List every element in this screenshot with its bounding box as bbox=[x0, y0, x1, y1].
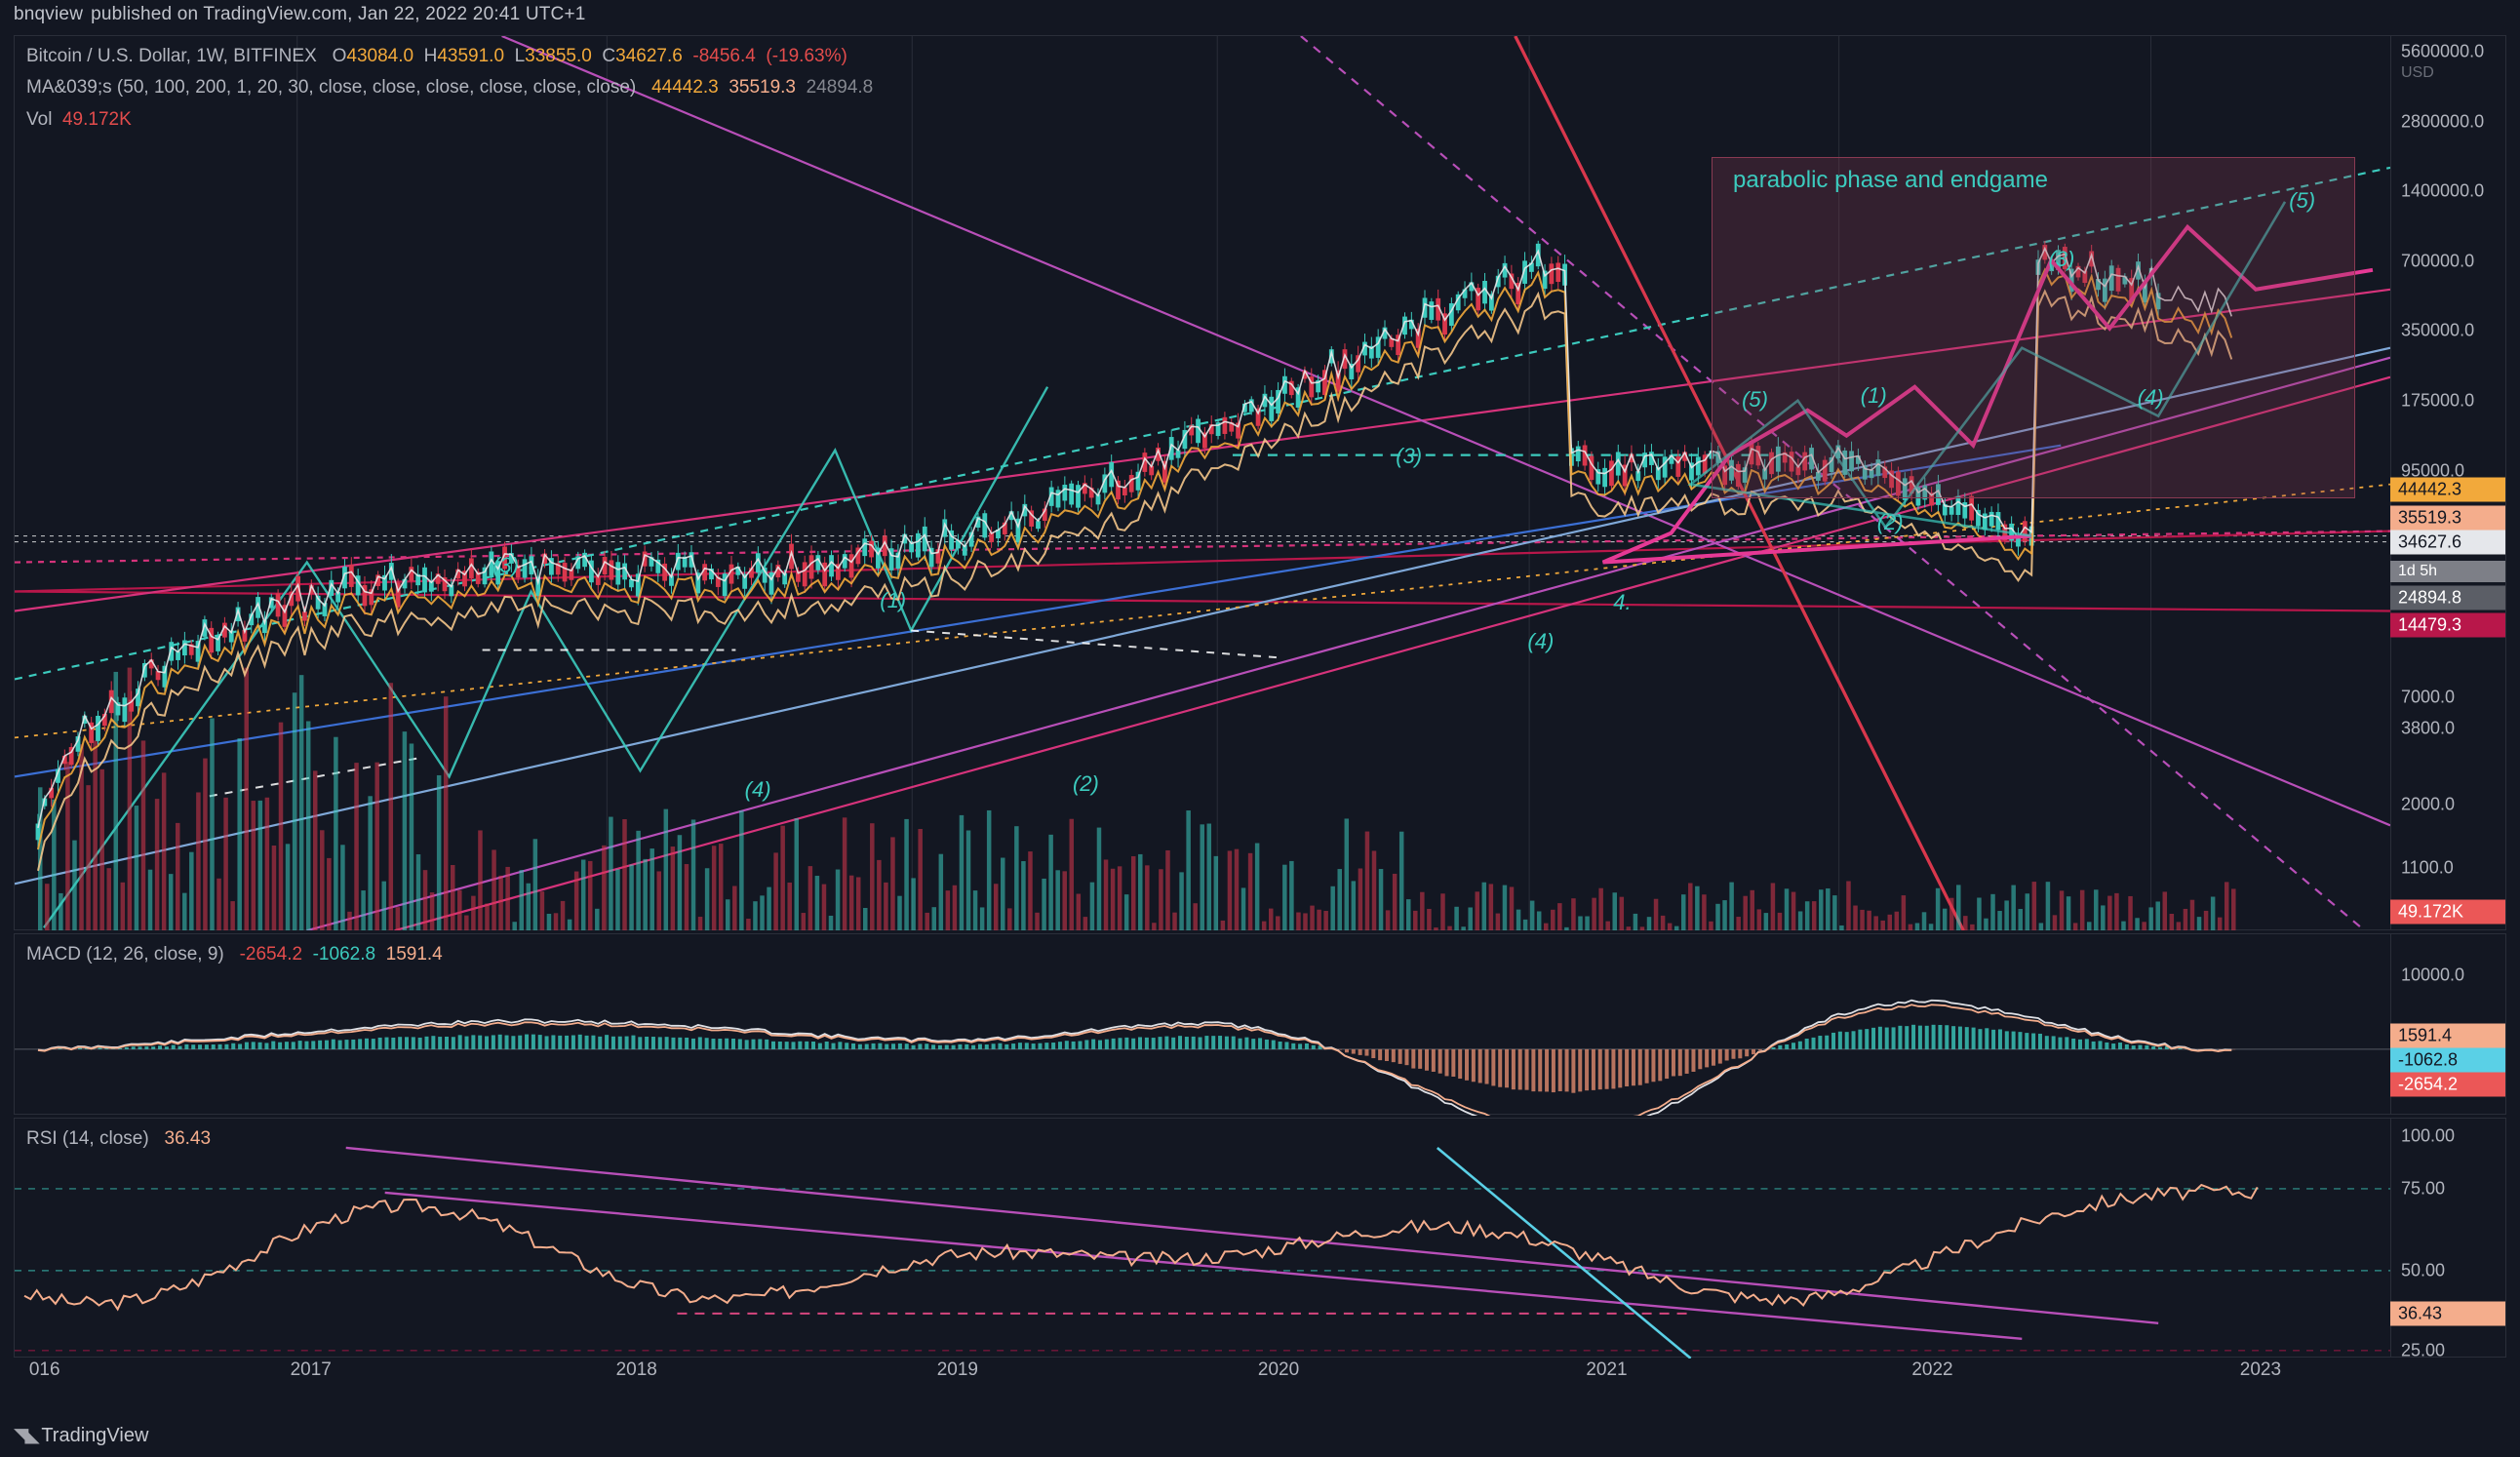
rsi-yaxis[interactable]: 100.0075.0050.0025.0036.43 bbox=[2390, 1119, 2505, 1357]
tradingview-logo: TradingView bbox=[14, 1423, 148, 1447]
time-axis[interactable]: 01620172018201920202021202220232024202 bbox=[14, 1359, 2506, 1400]
macd-panel: 10000.01591.4-1062.8-2654.2 MACD (12, 26… bbox=[14, 933, 2506, 1115]
price-panel: parabolic phase and endgame (3)(4)(1)(2)… bbox=[14, 35, 2506, 930]
rsi-panel: 100.0075.0050.0025.0036.43 RSI (14, clos… bbox=[14, 1118, 2506, 1358]
parabolic-box bbox=[1712, 157, 2355, 498]
macd-yaxis[interactable]: 10000.01591.4-1062.8-2654.2 bbox=[2390, 934, 2505, 1114]
macd-legend: MACD (12, 26, close, 9) -2654.2 -1062.8 … bbox=[26, 940, 443, 969]
publish-line: bnqviewpublished on TradingView.com, Jan… bbox=[14, 4, 594, 25]
rsi-legend: RSI (14, close) 36.43 bbox=[26, 1124, 211, 1154]
price-yaxis[interactable]: 5600000.02800000.01400000.0700000.035000… bbox=[2390, 36, 2505, 929]
parabolic-text: parabolic phase and endgame bbox=[1733, 167, 2048, 194]
rsi-svg bbox=[15, 1119, 2390, 1359]
price-legend: Bitcoin / U.S. Dollar, 1W, BITFINEX O430… bbox=[26, 42, 873, 135]
